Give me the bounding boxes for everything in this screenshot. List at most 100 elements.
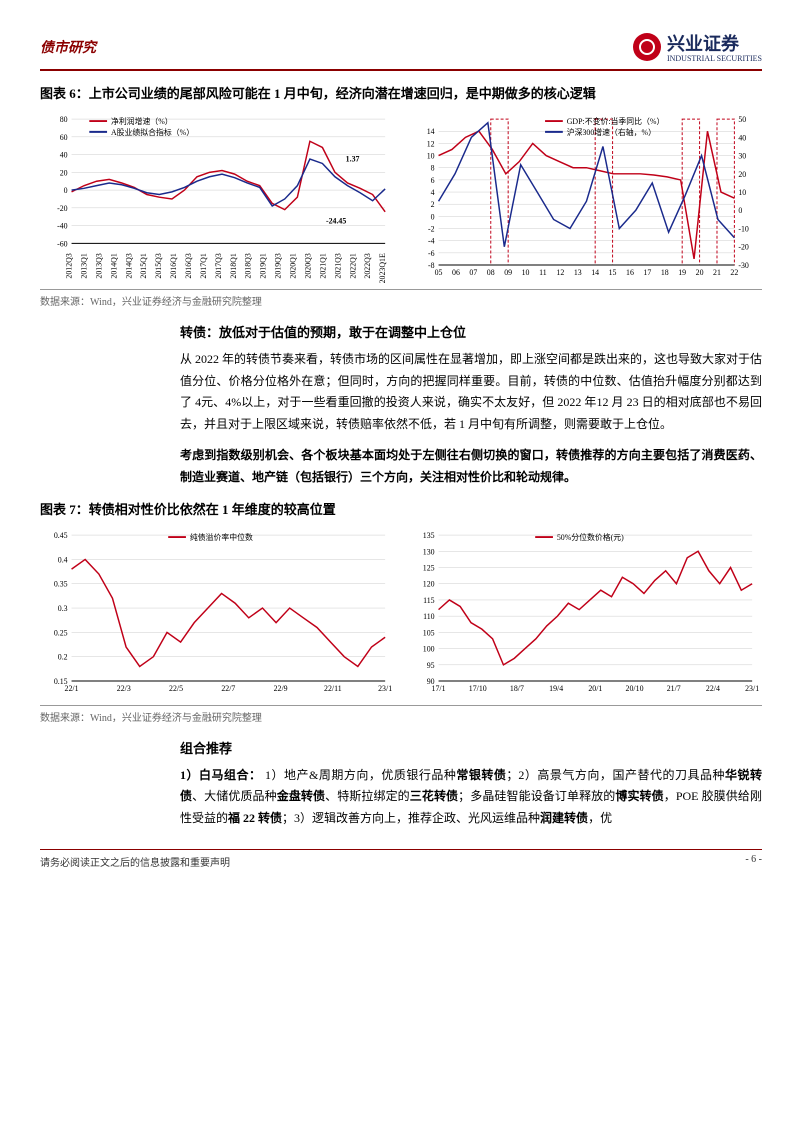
- svg-text:净利润增速（%）: 净利润增速（%）: [111, 116, 173, 126]
- svg-text:14: 14: [591, 268, 599, 277]
- svg-text:2015Q1: 2015Q1: [139, 253, 148, 278]
- svg-text:-6: -6: [428, 249, 435, 258]
- svg-text:22/9: 22/9: [274, 683, 288, 692]
- svg-text:105: 105: [423, 628, 435, 637]
- svg-text:20: 20: [738, 170, 746, 179]
- svg-text:10: 10: [738, 188, 746, 197]
- svg-text:2022Q3: 2022Q3: [363, 253, 372, 278]
- svg-text:100: 100: [423, 644, 435, 653]
- figure7-source: 数据来源：Wind，兴业证券经济与金融研究院整理: [40, 705, 762, 724]
- svg-text:2019Q1: 2019Q1: [259, 253, 268, 278]
- svg-text:23/1: 23/1: [378, 683, 392, 692]
- combo-item-text: 1）地产&周期方向，优质银行品种常银转债；2）高景气方向，国产替代的刀具品种华锐…: [180, 768, 762, 825]
- svg-text:130: 130: [423, 547, 435, 556]
- figure7-charts: 0.150.20.250.30.350.40.4522/122/322/522/…: [40, 522, 762, 702]
- svg-text:17/10: 17/10: [469, 683, 487, 692]
- svg-text:沪深300增速（右轴，%）: 沪深300增速（右轴，%）: [567, 127, 656, 137]
- svg-text:20: 20: [696, 268, 704, 277]
- svg-text:21: 21: [713, 268, 721, 277]
- svg-text:21/7: 21/7: [667, 683, 681, 692]
- svg-text:0: 0: [64, 186, 68, 195]
- page-header: 债市研究 兴业证券 INDUSTRIAL SECURITIES: [40, 30, 762, 71]
- svg-text:-20: -20: [57, 204, 68, 213]
- footer-page: - 6 -: [745, 854, 762, 869]
- footer-disclaimer: 请务必阅读正文之后的信息披露和重要声明: [40, 854, 230, 869]
- svg-text:135: 135: [423, 531, 435, 540]
- svg-text:20/1: 20/1: [588, 683, 602, 692]
- svg-text:10: 10: [522, 268, 530, 277]
- svg-text:80: 80: [60, 115, 68, 124]
- company-name-cn: 兴业证券: [667, 30, 762, 56]
- svg-text:2017Q3: 2017Q3: [214, 253, 223, 278]
- svg-text:05: 05: [435, 268, 443, 277]
- svg-text:22/1: 22/1: [65, 683, 79, 692]
- svg-text:22/5: 22/5: [169, 683, 183, 692]
- combo-heading: 组合推荐: [180, 738, 762, 757]
- header-category: 债市研究: [40, 37, 96, 57]
- svg-text:13: 13: [574, 268, 582, 277]
- company-logo-block: 兴业证券 INDUSTRIAL SECURITIES: [633, 30, 762, 63]
- svg-text:17: 17: [643, 268, 651, 277]
- svg-text:4: 4: [431, 188, 435, 197]
- svg-text:1.37: 1.37: [346, 154, 360, 163]
- figure6-right-chart: -8-6-4-202468101214-30-20-10010203040500…: [407, 106, 762, 286]
- svg-text:22/7: 22/7: [221, 683, 235, 692]
- svg-text:22: 22: [730, 268, 738, 277]
- svg-text:0: 0: [431, 212, 435, 221]
- svg-text:2: 2: [431, 200, 435, 209]
- figure7-right-chart: 909510010511011512012513013517/117/1018/…: [407, 522, 762, 702]
- svg-text:-2: -2: [428, 225, 435, 234]
- svg-text:0.25: 0.25: [54, 628, 68, 637]
- svg-text:2017Q1: 2017Q1: [199, 253, 208, 278]
- svg-text:19/4: 19/4: [549, 683, 563, 692]
- combo-item: 1）白马组合： 1）地产&周期方向，优质银行品种常银转债；2）高景气方向，国产替…: [180, 765, 762, 830]
- svg-text:12: 12: [427, 139, 435, 148]
- svg-text:2018Q1: 2018Q1: [229, 253, 238, 278]
- svg-text:17/1: 17/1: [432, 683, 446, 692]
- svg-text:2015Q3: 2015Q3: [154, 253, 163, 278]
- svg-text:8: 8: [431, 164, 435, 173]
- svg-text:40: 40: [60, 151, 68, 160]
- svg-text:11: 11: [539, 268, 547, 277]
- svg-text:125: 125: [423, 563, 435, 572]
- combo-item-label: 1）白马组合：: [180, 768, 262, 782]
- logo-icon: [633, 33, 661, 61]
- svg-text:2018Q3: 2018Q3: [244, 253, 253, 278]
- svg-text:110: 110: [423, 612, 435, 621]
- convert-para2: 考虑到指数级别机会、各个板块基本面均处于左侧往右侧切换的窗口，转债推荐的方向主要…: [180, 445, 762, 488]
- figure6-charts: -60-40-200204060802012Q32013Q12013Q32014…: [40, 106, 762, 286]
- svg-text:-60: -60: [57, 239, 68, 248]
- svg-text:2014Q3: 2014Q3: [124, 253, 133, 278]
- svg-text:50: 50: [738, 115, 746, 124]
- svg-text:纯债溢价率中位数: 纯债溢价率中位数: [190, 532, 253, 542]
- svg-text:-40: -40: [57, 222, 68, 231]
- svg-text:2020Q3: 2020Q3: [303, 253, 312, 278]
- svg-text:2021Q1: 2021Q1: [318, 253, 327, 278]
- svg-text:06: 06: [452, 268, 460, 277]
- svg-text:16: 16: [626, 268, 634, 277]
- svg-text:2023Q1E: 2023Q1E: [378, 253, 387, 283]
- svg-text:2016Q3: 2016Q3: [184, 253, 193, 278]
- svg-text:14: 14: [427, 127, 435, 136]
- svg-text:-10: -10: [738, 225, 749, 234]
- svg-text:60: 60: [60, 133, 68, 142]
- svg-text:0.4: 0.4: [58, 555, 68, 564]
- figure6-source: 数据来源：Wind，兴业证券经济与金融研究院整理: [40, 289, 762, 308]
- svg-text:0.45: 0.45: [54, 531, 68, 540]
- figure7-title: 图表 7：转债相对性价比依然在 1 年维度的较高位置: [40, 499, 762, 518]
- figure6-left-chart: -60-40-200204060802012Q32013Q12013Q32014…: [40, 106, 395, 286]
- svg-text:GDP:不变价:当季同比（%）: GDP:不变价:当季同比（%）: [567, 116, 665, 126]
- svg-text:0.35: 0.35: [54, 579, 68, 588]
- company-name-en: INDUSTRIAL SECURITIES: [667, 54, 762, 63]
- convert-para1: 从 2022 年的转债节奏来看，转债市场的区间属性在显著增加，即上涨空间都是跌出…: [180, 349, 762, 435]
- svg-text:18/7: 18/7: [510, 683, 524, 692]
- svg-text:-20: -20: [738, 243, 749, 252]
- svg-text:-4: -4: [428, 237, 435, 246]
- svg-text:2012Q3: 2012Q3: [65, 253, 74, 278]
- svg-text:22/4: 22/4: [706, 683, 720, 692]
- svg-text:0: 0: [738, 206, 742, 215]
- svg-text:08: 08: [487, 268, 495, 277]
- svg-text:20: 20: [60, 168, 68, 177]
- svg-text:10: 10: [427, 152, 435, 161]
- svg-text:120: 120: [423, 579, 435, 588]
